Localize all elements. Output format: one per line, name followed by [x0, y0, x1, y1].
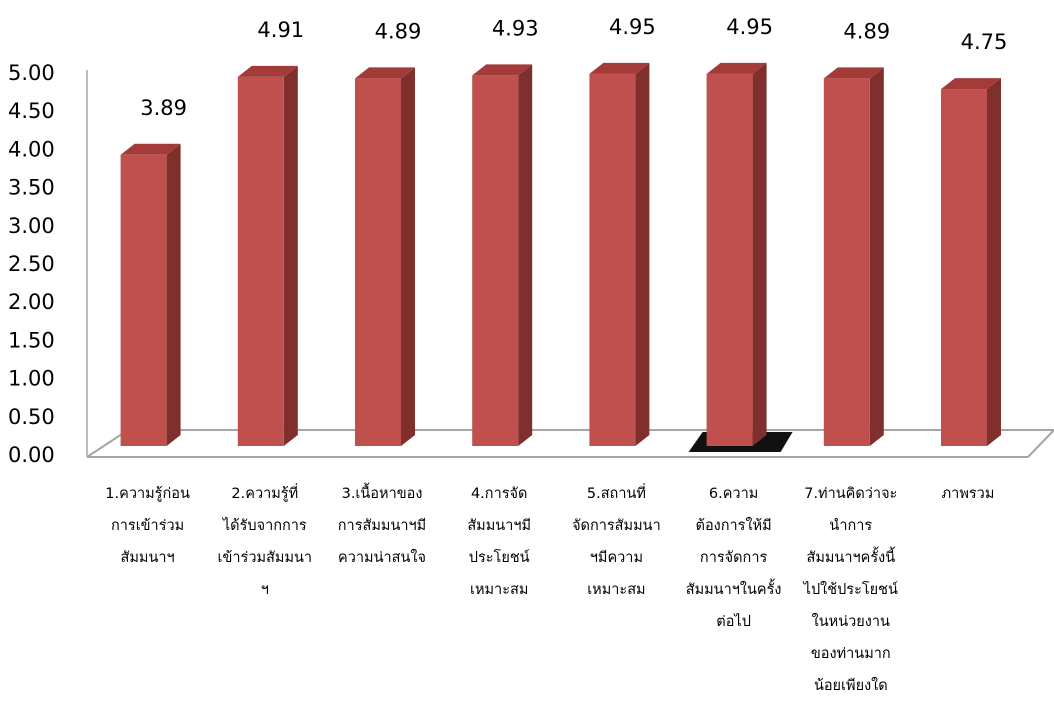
- x-tick-label: 7.ท่านคิดว่าจะนำการสัมมนาฯครั้งนี้ไปใช้ป…: [803, 486, 898, 694]
- x-tick-label: 3.เนื้อหาของการสัมมนาฯมีความน่าสนใจ: [338, 482, 426, 566]
- y-tick-label: 2.00: [8, 290, 55, 314]
- x-tick-label-line: การจัดการ: [700, 550, 768, 566]
- bar: [706, 73, 753, 446]
- bar: [589, 73, 636, 446]
- bar: [355, 78, 401, 447]
- bar: [237, 76, 284, 446]
- bar-top: [823, 67, 884, 79]
- x-tick-label-line: ของท่านมาก: [811, 646, 891, 662]
- x-tick-label-line: นำการ: [829, 518, 872, 534]
- bar-top: [589, 62, 650, 74]
- y-tick-label: 4.50: [8, 99, 55, 123]
- x-tick-label-line: ภาพรวม: [942, 486, 995, 502]
- x-tick-label-line: 5.สถานที่: [587, 483, 646, 502]
- x-tick-label-line: 3.เนื้อหาของ: [342, 482, 423, 502]
- bar-side: [869, 67, 884, 447]
- x-tick-label-line: 7.ท่านคิดว่าจะ: [804, 486, 897, 502]
- floor-right-edge: [1027, 429, 1054, 458]
- bar-top: [237, 65, 298, 77]
- x-tick-label: ภาพรวม: [942, 486, 995, 502]
- bar-side: [752, 62, 767, 446]
- y-tick-label: 1.00: [8, 367, 55, 391]
- x-tick-label: 6.ความต้องการให้มีการจัดการสัมมนาฯในครั้…: [686, 486, 782, 630]
- bar-side: [635, 62, 650, 446]
- data-label: 3.89: [140, 96, 187, 120]
- bar-top: [472, 64, 533, 76]
- data-label: 4.91: [257, 18, 304, 42]
- bar-top: [120, 143, 181, 155]
- bar-side: [518, 64, 533, 447]
- bar-top: [706, 62, 767, 74]
- y-tick-label: 5.00: [8, 61, 55, 85]
- y-tick-label: 3.50: [8, 176, 55, 200]
- y-tick-label: 2.50: [8, 252, 55, 276]
- x-tick-label-line: ไปใช้ประโยชน์: [803, 580, 898, 598]
- data-label: 4.95: [609, 15, 656, 39]
- x-tick-label-line: เข้าร่วมสัมมนา: [218, 549, 313, 566]
- x-tick-label-line: สัมมนาฯในครั้ง: [686, 578, 782, 598]
- x-tick-label-line: สัมมนาฯ: [121, 550, 175, 566]
- x-tick-label-line: 4.การจัด: [471, 486, 527, 502]
- x-tick-label-line: ฯ: [261, 582, 269, 598]
- bar-top: [355, 67, 415, 79]
- x-tick-label-line: ในหน่วยงาน: [812, 612, 890, 630]
- x-tick-label: 2.ความรู้ที่ได้รับจากการเข้าร่วมสัมมนาฯ: [218, 483, 313, 598]
- y-tick-label: 3.00: [8, 214, 55, 238]
- data-label: 4.95: [726, 15, 773, 39]
- bar-side: [166, 143, 181, 446]
- x-tick-label-line: การสัมมนาฯมี: [338, 517, 426, 534]
- x-tick-label-line: ต้องการให้มี: [696, 516, 772, 534]
- y-tick-label: 0.50: [8, 405, 55, 429]
- x-tick-label-line: จัดการสัมมนา: [572, 518, 661, 534]
- y-tick-label: 0.00: [8, 443, 55, 467]
- bar-side: [401, 67, 415, 447]
- y-tick-label: 1.50: [8, 328, 55, 352]
- x-tick-label-line: ได้รับจากการ: [222, 516, 307, 534]
- bar: [120, 154, 167, 446]
- data-label: 4.89: [843, 19, 890, 43]
- floor-back-edge: [86, 429, 1054, 458]
- x-tick-label: 4.การจัดสัมมนาฯมีประโยชน์เหมาะสม: [467, 486, 531, 598]
- x-tick-label-line: การเข้าร่วม: [111, 517, 184, 534]
- x-tick-label-line: ต่อไป: [716, 612, 751, 630]
- x-tick-label-line: 2.ความรู้ที่: [231, 483, 298, 502]
- y-tick-label: 4.00: [8, 137, 55, 161]
- x-tick-label-line: สัมมนาฯมี: [467, 517, 531, 534]
- x-tick-label-line: เหมาะสม: [470, 582, 528, 598]
- bar: [941, 89, 987, 446]
- bar-side: [283, 65, 298, 446]
- bar-side: [987, 78, 1001, 446]
- x-tick-label-line: เหมาะสม: [587, 582, 645, 598]
- data-label: 4.75: [961, 30, 1008, 54]
- x-tick-label-line: น้อยเพียงใด: [814, 676, 888, 694]
- x-tick-label-line: 6.ความ: [709, 486, 758, 502]
- x-tick-label: 5.สถานที่จัดการสัมมนาฯมีความเหมาะสม: [572, 483, 661, 598]
- data-label: 4.89: [375, 19, 422, 43]
- x-tick-label: 1.ความรู้ก่อนการเข้าร่วมสัมมนาฯ: [105, 485, 190, 566]
- x-tick-label-line: สัมมนาฯครั้งนี้: [806, 546, 895, 566]
- bar: [823, 78, 870, 447]
- x-tick-label-line: ประโยชน์: [469, 548, 530, 566]
- data-label: 4.93: [492, 16, 539, 40]
- x-tick-label-line: 1.ความรู้ก่อน: [105, 485, 190, 502]
- x-tick-label-line: ความน่าสนใจ: [338, 548, 426, 566]
- x-tick-label-line: ฯมีความ: [590, 549, 643, 566]
- bar: [472, 75, 519, 447]
- bar-top: [941, 78, 1001, 90]
